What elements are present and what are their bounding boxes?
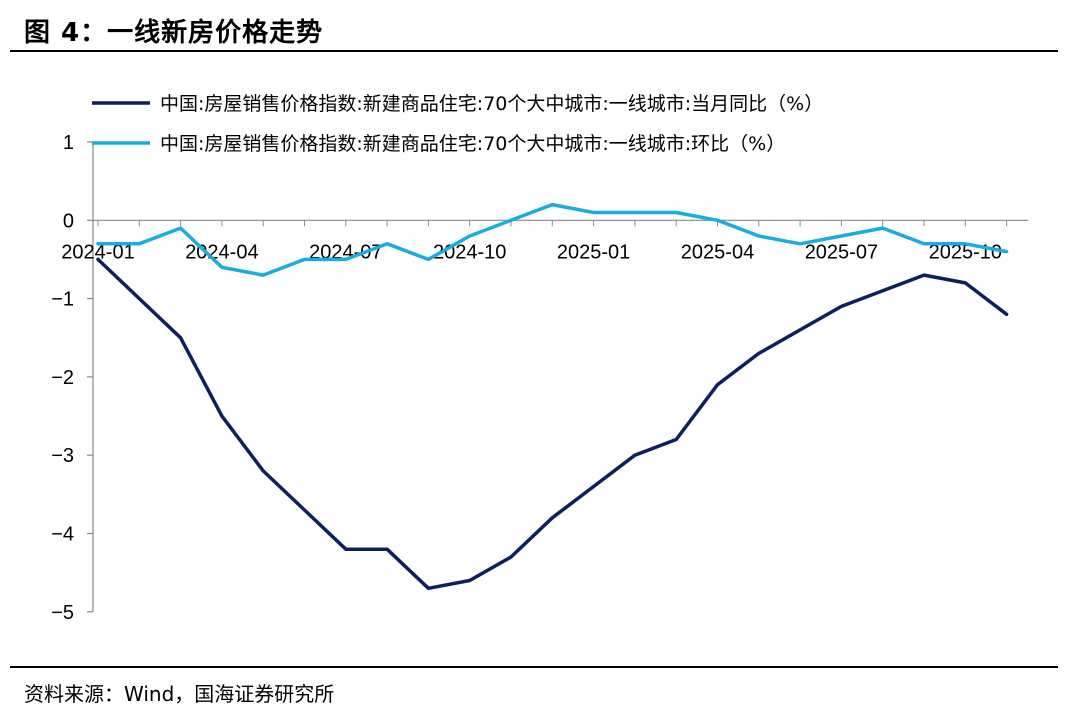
data-point: [262, 470, 264, 472]
y-tick-label: 1: [63, 132, 74, 154]
data-point: [799, 243, 801, 245]
data-point: [1006, 313, 1008, 315]
data-point: [221, 266, 223, 268]
data-point: [551, 204, 553, 206]
y-tick-label: −5: [51, 602, 74, 624]
data-point: [386, 243, 388, 245]
data-point: [923, 243, 925, 245]
data-point: [427, 258, 429, 260]
data-point: [964, 282, 966, 284]
x-tick-label: 2025-07: [805, 241, 878, 263]
x-tick-label: 2024-04: [185, 241, 258, 263]
data-point: [634, 454, 636, 456]
data-point: [675, 439, 677, 441]
legend-label-1: 中国:房屋销售价格指数:新建商品住宅:70个大中城市:一线城市:环比（%）: [160, 133, 785, 155]
x-tick-label: 2024-01: [61, 241, 134, 263]
source-note: 资料来源：Wind，国海证券研究所: [24, 682, 335, 706]
data-point: [386, 548, 388, 550]
x-tick-label: 2025-01: [557, 241, 630, 263]
legend: 中国:房屋销售价格指数:新建商品住宅:70个大中城市:一线城市:当月同比（%） 中…: [92, 93, 823, 155]
data-point: [840, 235, 842, 237]
data-point: [97, 258, 99, 260]
data-point: [180, 337, 182, 339]
data-point: [717, 219, 718, 221]
y-tick-label: −2: [51, 367, 74, 389]
data-point: [593, 486, 595, 488]
series-layer: [96, 202, 1009, 591]
data-point: [345, 258, 347, 260]
data-point: [840, 305, 842, 307]
data-point: [469, 235, 471, 237]
data-point: [758, 352, 760, 354]
data-point: [510, 556, 512, 558]
y-tick-label: −1: [51, 289, 74, 311]
data-point: [304, 509, 305, 511]
series-line-0: [96, 257, 1009, 591]
data-point: [180, 227, 182, 229]
data-point: [634, 211, 636, 213]
y-tick-label: 0: [63, 210, 74, 232]
data-point: [882, 290, 884, 292]
data-point: [469, 579, 471, 581]
x-tick-label: 2025-04: [681, 241, 754, 263]
data-point: [758, 235, 760, 237]
data-point: [262, 274, 264, 276]
y-tick-label: −3: [51, 445, 74, 467]
data-point: [593, 211, 595, 213]
data-point: [138, 243, 140, 245]
bottom-rule: [10, 666, 1058, 668]
data-point: [97, 243, 99, 245]
data-point: [138, 298, 140, 300]
data-point: [427, 587, 429, 589]
data-point: [799, 329, 801, 331]
data-point: [345, 548, 347, 550]
data-point: [510, 219, 512, 221]
data-point: [964, 243, 966, 245]
series-line-1: [96, 202, 1009, 277]
data-point: [304, 258, 305, 260]
data-point: [551, 517, 553, 519]
data-point: [923, 274, 925, 276]
data-point: [221, 415, 223, 417]
legend-label-0: 中国:房屋销售价格指数:新建商品住宅:70个大中城市:一线城市:当月同比（%）: [160, 93, 823, 115]
data-point: [675, 211, 677, 213]
chart-title: 图 4：一线新房价格走势: [24, 18, 324, 48]
y-tick-label: −4: [51, 524, 74, 546]
data-point: [882, 227, 884, 229]
data-point: [717, 384, 718, 386]
top-rule: [10, 50, 1058, 52]
data-point: [1006, 251, 1008, 253]
